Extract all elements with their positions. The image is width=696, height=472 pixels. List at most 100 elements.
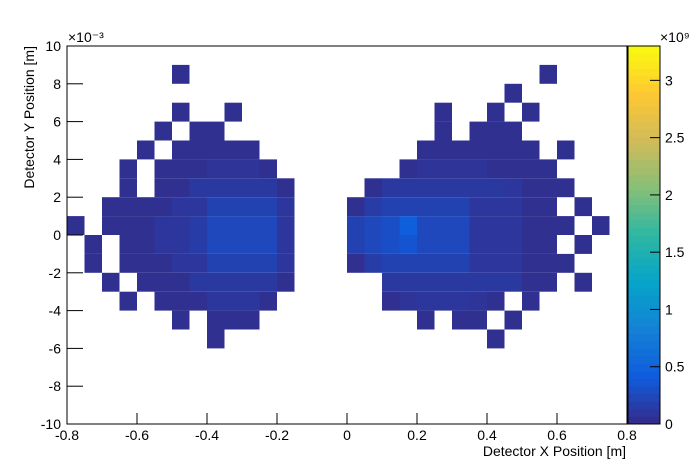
cell — [539, 272, 557, 292]
x-tick-label: -0.4 — [195, 427, 219, 443]
cell — [207, 253, 225, 273]
colorbar-band — [628, 166, 660, 176]
cell — [277, 197, 295, 217]
cell — [224, 197, 242, 217]
cell — [574, 235, 592, 254]
colorbar-band — [628, 129, 660, 138]
cell — [452, 291, 470, 311]
cell — [504, 159, 522, 179]
cell — [469, 121, 487, 141]
cell — [522, 197, 540, 217]
cell — [347, 197, 365, 217]
y-tick-label: 0 — [53, 227, 61, 243]
cell — [207, 121, 225, 141]
colorbar-band — [628, 98, 660, 107]
cell — [347, 253, 365, 273]
cell — [434, 235, 452, 254]
y-tick-label: 8 — [53, 76, 61, 92]
cell — [469, 310, 487, 330]
colorbar-band — [628, 106, 660, 115]
cell — [224, 159, 242, 179]
cell — [522, 235, 540, 254]
cell — [574, 197, 592, 217]
cell — [382, 272, 400, 292]
cell — [119, 159, 137, 179]
cell — [137, 197, 155, 217]
cell — [574, 272, 592, 292]
cell — [452, 216, 470, 235]
cell — [487, 235, 505, 254]
cell — [522, 272, 540, 292]
cell — [102, 272, 120, 292]
cell — [224, 272, 242, 292]
cell — [102, 216, 120, 235]
colorbar-band — [628, 121, 660, 130]
cell — [154, 178, 172, 198]
colorbar-band — [628, 310, 660, 319]
colorbar-band — [628, 151, 660, 160]
cell — [452, 310, 470, 330]
cell — [434, 121, 452, 141]
cell — [189, 159, 207, 179]
cell — [417, 140, 435, 160]
cell — [417, 178, 435, 198]
cell — [417, 272, 435, 292]
cell — [277, 235, 295, 254]
cell — [399, 159, 417, 179]
cell — [417, 291, 435, 311]
colorbar-band — [628, 91, 660, 100]
colorbar-band — [628, 333, 660, 342]
cell — [452, 197, 470, 217]
colorbar-band — [628, 257, 660, 266]
cell — [557, 253, 575, 273]
colorbar-band — [628, 287, 660, 296]
cell — [434, 102, 452, 122]
cell — [207, 272, 225, 292]
cell — [539, 235, 557, 254]
cell — [172, 178, 190, 198]
cell — [487, 159, 505, 179]
cell — [539, 159, 557, 179]
colorbar-band — [628, 83, 660, 92]
cell — [277, 272, 295, 292]
cell — [399, 291, 417, 311]
y-tick-label: 6 — [53, 114, 61, 130]
cell — [417, 197, 435, 217]
cell — [504, 178, 522, 198]
cell — [189, 272, 207, 292]
z-multiplier: ×10⁹ — [660, 29, 690, 45]
cell — [452, 178, 470, 198]
cell — [504, 235, 522, 254]
colorbar-band — [628, 318, 660, 327]
colorbar-band — [628, 242, 660, 251]
cell — [154, 121, 172, 141]
cell — [522, 178, 540, 198]
colorbar-band — [628, 386, 660, 395]
cell — [557, 140, 575, 160]
cell — [189, 140, 207, 160]
colorbar-band — [628, 144, 660, 153]
colorbar-band — [628, 197, 660, 206]
cell — [137, 140, 155, 160]
cell — [277, 216, 295, 235]
cell — [417, 235, 435, 254]
cell — [452, 253, 470, 273]
colorbar-band — [628, 303, 660, 312]
colorbar-band — [628, 136, 660, 145]
z-tick-label: 2 — [665, 187, 673, 203]
cell — [487, 329, 505, 349]
cell — [172, 102, 190, 122]
cell — [487, 178, 505, 198]
cell — [224, 291, 242, 311]
cell — [539, 216, 557, 235]
colorbar-band — [628, 250, 660, 259]
cell — [487, 272, 505, 292]
cell — [172, 310, 190, 330]
cell — [137, 253, 155, 273]
colorbar-band — [628, 46, 660, 55]
colorbar-band — [628, 378, 660, 387]
cell — [539, 178, 557, 198]
cell — [434, 291, 452, 311]
cell — [154, 291, 172, 311]
